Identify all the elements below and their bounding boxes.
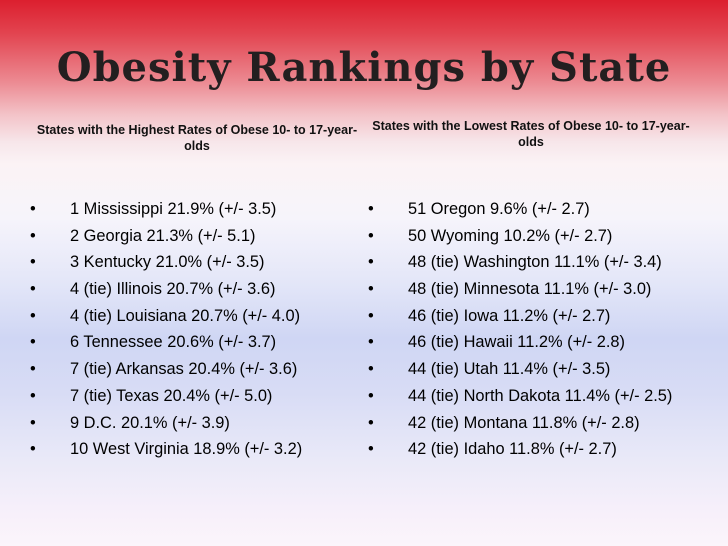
list-item-text: 7 (tie) Texas 20.4% (+/- 5.0) <box>70 386 273 405</box>
list-item-text: 42 (tie) Idaho 11.8% (+/- 2.7) <box>408 440 617 459</box>
list-item-text: 1 Mississippi 21.9% (+/- 3.5) <box>70 200 277 218</box>
lowest-rates-list: • 51 Oregon 9.6% (+/- 2.7) • 50 Wyoming 10.… <box>368 198 698 465</box>
list-item-text: 48 (tie) Minnesota 11.1% (+/- 3.0) <box>408 280 652 299</box>
bullet-icon: • <box>30 226 36 245</box>
list-item-text: 44 (tie) Utah 11.4% (+/- 3.5) <box>408 360 611 379</box>
bullet-icon: • <box>368 386 374 405</box>
list-item: • 3 Kentucky 21.0% (+/- 3.5) <box>30 251 360 273</box>
bullet-icon: • <box>30 440 36 459</box>
bullet-icon: • <box>30 333 36 352</box>
list-item: • 2 Georgia 21.3% (+/- 5.1) <box>30 225 360 247</box>
list-item-text: 4 (tie) Louisiana 20.7% (+/- 4.0) <box>70 306 301 325</box>
bullet-icon: • <box>30 386 36 405</box>
list-item-text: 9 D.C. 20.1% (+/- 3.9) <box>70 413 230 432</box>
list-item: • 42 (tie) Idaho 11.8% (+/- 2.7) <box>368 438 698 460</box>
bullet-icon: • <box>368 280 374 299</box>
list-item-text: 44 (tie) North Dakota 11.4% (+/- 2.5) <box>408 386 673 405</box>
bullet-icon: • <box>30 253 36 272</box>
list-item-text: 2 Georgia 21.3% (+/- 5.1) <box>70 226 256 245</box>
bullet-icon: • <box>30 280 36 299</box>
list-item: • 4 (tie) Illinois 20.7% (+/- 3.6) <box>30 278 360 300</box>
list-item-text: 42 (tie) Montana 11.8% (+/- 2.8) <box>408 413 640 432</box>
list-item: • 42 (tie) Montana 11.8% (+/- 2.8) <box>368 412 698 434</box>
list-item: • 7 (tie) Arkansas 20.4% (+/- 3.6) <box>30 358 360 380</box>
list-item-text: 10 West Virginia 18.9% (+/- 3.2) <box>70 440 303 459</box>
list-item: • 6 Tennessee 20.6% (+/- 3.7) <box>30 331 360 353</box>
list-item: • 9 D.C. 20.1% (+/- 3.9) <box>30 412 360 434</box>
bullet-icon: • <box>30 306 36 325</box>
bullet-icon: • <box>30 200 36 218</box>
bullet-icon: • <box>30 413 36 432</box>
list-item: • 46 (tie) Iowa 11.2% (+/- 2.7) <box>368 305 698 327</box>
list-item-text: 46 (tie) Iowa 11.2% (+/- 2.7) <box>408 306 611 325</box>
list-item: • 44 (tie) North Dakota 11.4% (+/- 2.5) <box>368 385 698 407</box>
list-item-text: 3 Kentucky 21.0% (+/- 3.5) <box>70 253 265 272</box>
list-item: • 51 Oregon 9.6% (+/- 2.7) <box>368 198 698 220</box>
highest-column-heading: States with the Highest Rates of Obese 1… <box>36 123 358 153</box>
bullet-icon: • <box>368 440 374 459</box>
list-item-text: 4 (tie) Illinois 20.7% (+/- 3.6) <box>70 280 276 299</box>
list-item-text: 6 Tennessee 20.6% (+/- 3.7) <box>70 333 277 352</box>
list-item-text: 51 Oregon 9.6% (+/- 2.7) <box>408 200 590 218</box>
list-item: • 4 (tie) Louisiana 20.7% (+/- 4.0) <box>30 305 360 327</box>
list-item: • 10 West Virginia 18.9% (+/- 3.2) <box>30 438 360 460</box>
bullet-icon: • <box>368 413 374 432</box>
lowest-column-heading: States with the Lowest Rates of Obese 10… <box>372 119 690 149</box>
bullet-icon: • <box>368 226 374 245</box>
list-item-text: 46 (tie) Hawaii 11.2% (+/- 2.8) <box>408 333 625 352</box>
highest-rates-list: • 1 Mississippi 21.9% (+/- 3.5) • 2 Georgia… <box>30 198 360 465</box>
list-item: • 46 (tie) Hawaii 11.2% (+/- 2.8) <box>368 331 698 353</box>
bullet-icon: • <box>368 200 374 218</box>
list-item: • 48 (tie) Minnesota 11.1% (+/- 3.0) <box>368 278 698 300</box>
list-item-text: 7 (tie) Arkansas 20.4% (+/- 3.6) <box>70 360 298 379</box>
bullet-icon: • <box>368 306 374 325</box>
list-item: • 1 Mississippi 21.9% (+/- 3.5) <box>30 198 360 220</box>
list-item-text: 50 Wyoming 10.2% (+/- 2.7) <box>408 226 613 245</box>
list-item-text: 48 (tie) Washington 11.1% (+/- 3.4) <box>408 253 662 272</box>
list-item: • 50 Wyoming 10.2% (+/- 2.7) <box>368 225 698 247</box>
list-item: • 44 (tie) Utah 11.4% (+/- 3.5) <box>368 358 698 380</box>
list-item: • 7 (tie) Texas 20.4% (+/- 5.0) <box>30 385 360 407</box>
slide-title: Obesity Rankings by State <box>56 44 672 91</box>
list-item: • 48 (tie) Washington 11.1% (+/- 3.4) <box>368 251 698 273</box>
bullet-icon: • <box>368 253 374 272</box>
bullet-icon: • <box>368 333 374 352</box>
bullet-icon: • <box>368 360 374 379</box>
bullet-icon: • <box>30 360 36 379</box>
